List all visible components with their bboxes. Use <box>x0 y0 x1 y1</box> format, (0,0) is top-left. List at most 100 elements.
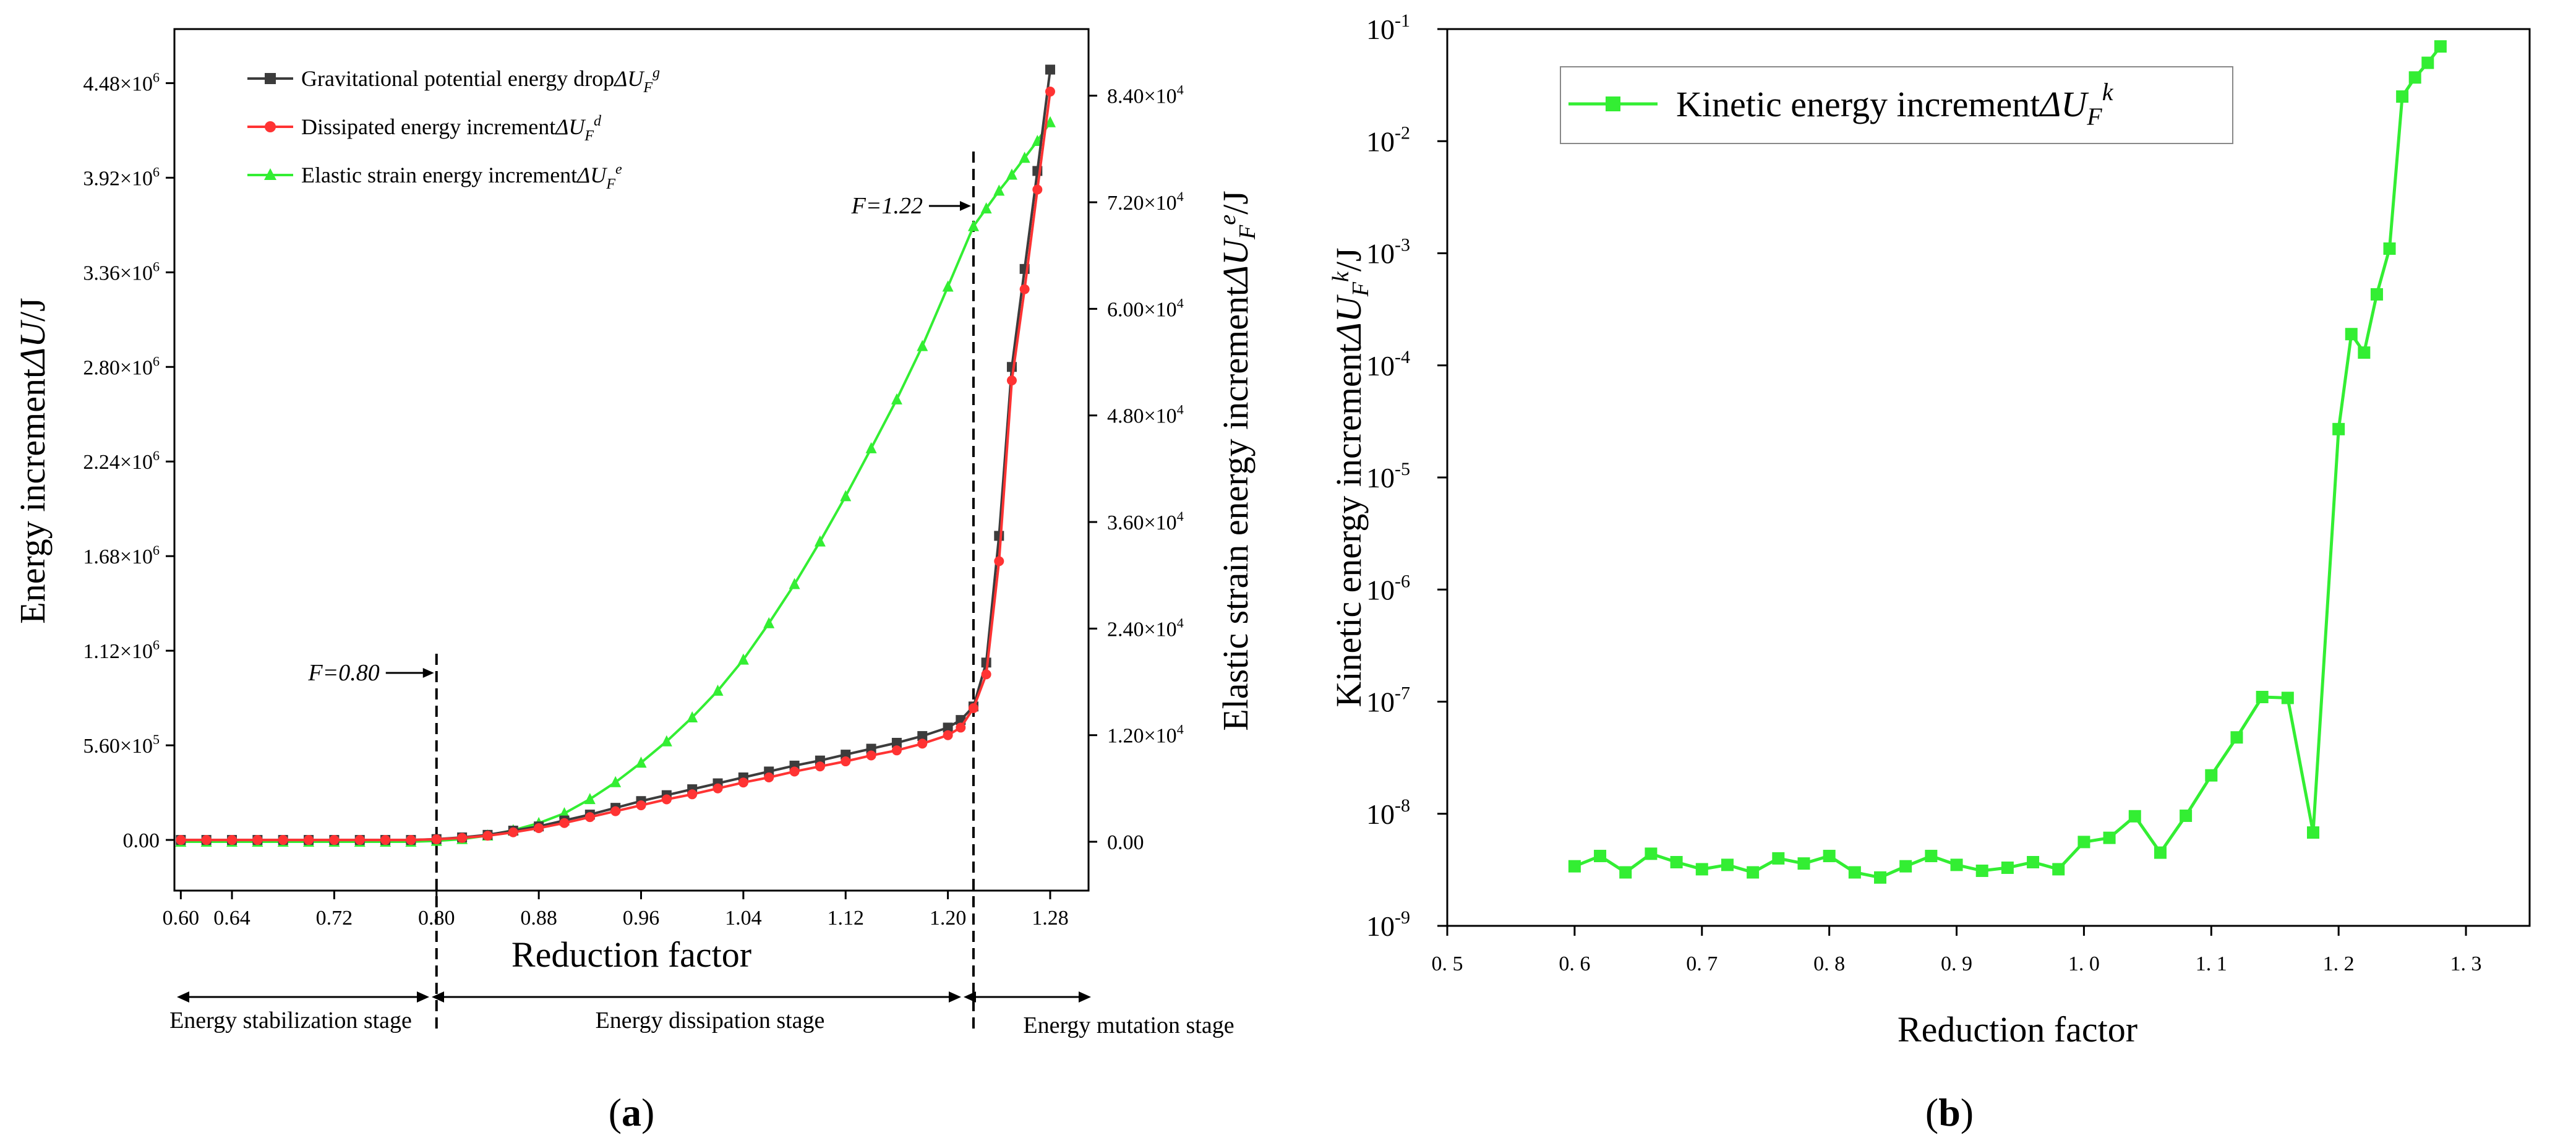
y-tick-label: 1.68×106 <box>83 542 160 568</box>
data-point <box>2434 40 2447 53</box>
data-point <box>2256 690 2269 703</box>
data-point <box>994 556 1004 567</box>
data-point <box>1006 168 1017 180</box>
data-point <box>584 793 596 805</box>
data-point <box>737 653 749 665</box>
data-point <box>2077 836 2090 849</box>
data-point <box>841 756 851 767</box>
data-point <box>865 442 877 453</box>
data-point <box>431 834 442 844</box>
annotation-arrowhead-080 <box>422 668 434 678</box>
data-point <box>687 711 698 722</box>
data-point <box>980 202 992 214</box>
x-tick-label: 0. 6 <box>1559 952 1590 975</box>
chart-a-plot-frame <box>173 28 1090 892</box>
data-point <box>1975 864 1988 877</box>
data-point <box>815 761 825 772</box>
data-point <box>2052 863 2065 876</box>
data-point <box>866 750 876 761</box>
data-point <box>968 703 978 714</box>
data-point <box>584 812 595 823</box>
data-point <box>2180 809 2193 822</box>
y-tick-label: 10-4 <box>1366 347 1410 382</box>
data-point <box>1874 871 1886 884</box>
data-point <box>227 835 237 845</box>
chart-b-ylabel: Kinetic energy incrementΔUFk/J <box>1328 247 1374 707</box>
data-point <box>917 738 928 749</box>
y-tick-label: 10-2 <box>1366 122 1410 157</box>
data-point <box>891 393 902 404</box>
chart-a-ylabel: Energy incrementΔU/J <box>12 297 53 623</box>
x-tick-label: 0. 8 <box>1813 952 1845 975</box>
x-tick-label: 1.20 <box>930 907 967 930</box>
chart-b-plot-frame <box>1446 28 2531 927</box>
chart-b-xlabel: Reduction factor <box>1898 1009 2137 1050</box>
y2-tick-label: 1.20×104 <box>1107 722 1184 748</box>
data-point <box>2370 288 2383 301</box>
legend-item-elastic: Elastic strain energy incrementΔUFe <box>247 161 622 192</box>
svg-text:Elastic strain energy incremen: Elastic strain energy incrementΔUFe <box>301 161 622 192</box>
data-point <box>1044 116 1056 127</box>
x-tick-label: 0. 9 <box>1941 952 1972 975</box>
y-tick-label: 10-3 <box>1366 235 1410 270</box>
data-point <box>1695 863 1708 876</box>
data-point <box>482 831 493 841</box>
data-point <box>917 340 928 351</box>
svg-text:Gravitational potential energy: Gravitational potential energy dropΔUFg <box>301 65 660 96</box>
data-point <box>712 783 723 794</box>
data-point <box>380 835 391 845</box>
y-tick-label: 1.12×106 <box>83 637 160 663</box>
x-tick-label: 0.96 <box>623 907 660 930</box>
x-tick-label: 0.64 <box>213 907 250 930</box>
chart-a-xlabel: Reduction factor <box>511 935 751 975</box>
data-point <box>763 617 775 628</box>
data-point <box>1045 87 1055 97</box>
data-point <box>1006 375 1017 386</box>
data-point <box>789 766 800 777</box>
data-point <box>406 835 416 845</box>
data-point <box>1594 850 1607 863</box>
x-tick-label: 1.28 <box>1032 907 1069 930</box>
x-tick-label: 0.88 <box>520 907 557 930</box>
data-point <box>789 578 800 589</box>
data-point <box>840 490 852 502</box>
chart-b-legend: Kinetic energy incrementΔUFk <box>1560 66 2233 144</box>
data-point <box>661 794 672 805</box>
y-tick-label: 10-6 <box>1366 571 1410 605</box>
data-point <box>712 684 724 696</box>
data-point <box>2396 90 2409 103</box>
x-tick-label: 1. 2 <box>2323 952 2355 975</box>
data-point <box>1019 152 1030 163</box>
x-tick-label: 1. 0 <box>2068 952 2100 975</box>
y-tick-label: 3.92×106 <box>83 164 160 190</box>
data-point <box>994 531 1004 541</box>
data-point <box>354 835 365 845</box>
annotation-f080: F=0.80 <box>307 660 379 686</box>
data-point <box>942 280 954 292</box>
data-point <box>2408 71 2421 84</box>
annotation-arrowhead-122 <box>959 201 971 211</box>
data-point <box>1032 184 1043 195</box>
stage-dissipation-label: Energy dissipation stage <box>596 1008 825 1033</box>
data-point <box>1568 860 1581 873</box>
annotation-f122: F=1.22 <box>851 193 923 219</box>
y-tick-label: 2.80×106 <box>83 353 160 379</box>
data-point <box>1721 858 1734 871</box>
data-point <box>917 731 928 742</box>
data-point <box>1950 858 1963 871</box>
data-point <box>891 738 902 748</box>
chart-a-y2label: Elastic strain energy incrementΔUFe/J <box>1215 190 1260 731</box>
data-point <box>1772 852 1785 865</box>
y2-tick-label: 7.20×104 <box>1107 189 1184 215</box>
data-point <box>2421 56 2434 69</box>
data-point <box>738 777 748 788</box>
data-point <box>2332 422 2345 435</box>
data-point <box>967 220 979 231</box>
data-point <box>1925 850 1938 863</box>
panel-b-label: (b) <box>1925 1090 1974 1134</box>
data-point <box>2383 242 2396 255</box>
y2-tick-label: 8.40×104 <box>1107 82 1184 108</box>
data-point <box>1045 64 1055 75</box>
data-point <box>1899 860 1912 873</box>
data-point <box>1619 866 1632 879</box>
